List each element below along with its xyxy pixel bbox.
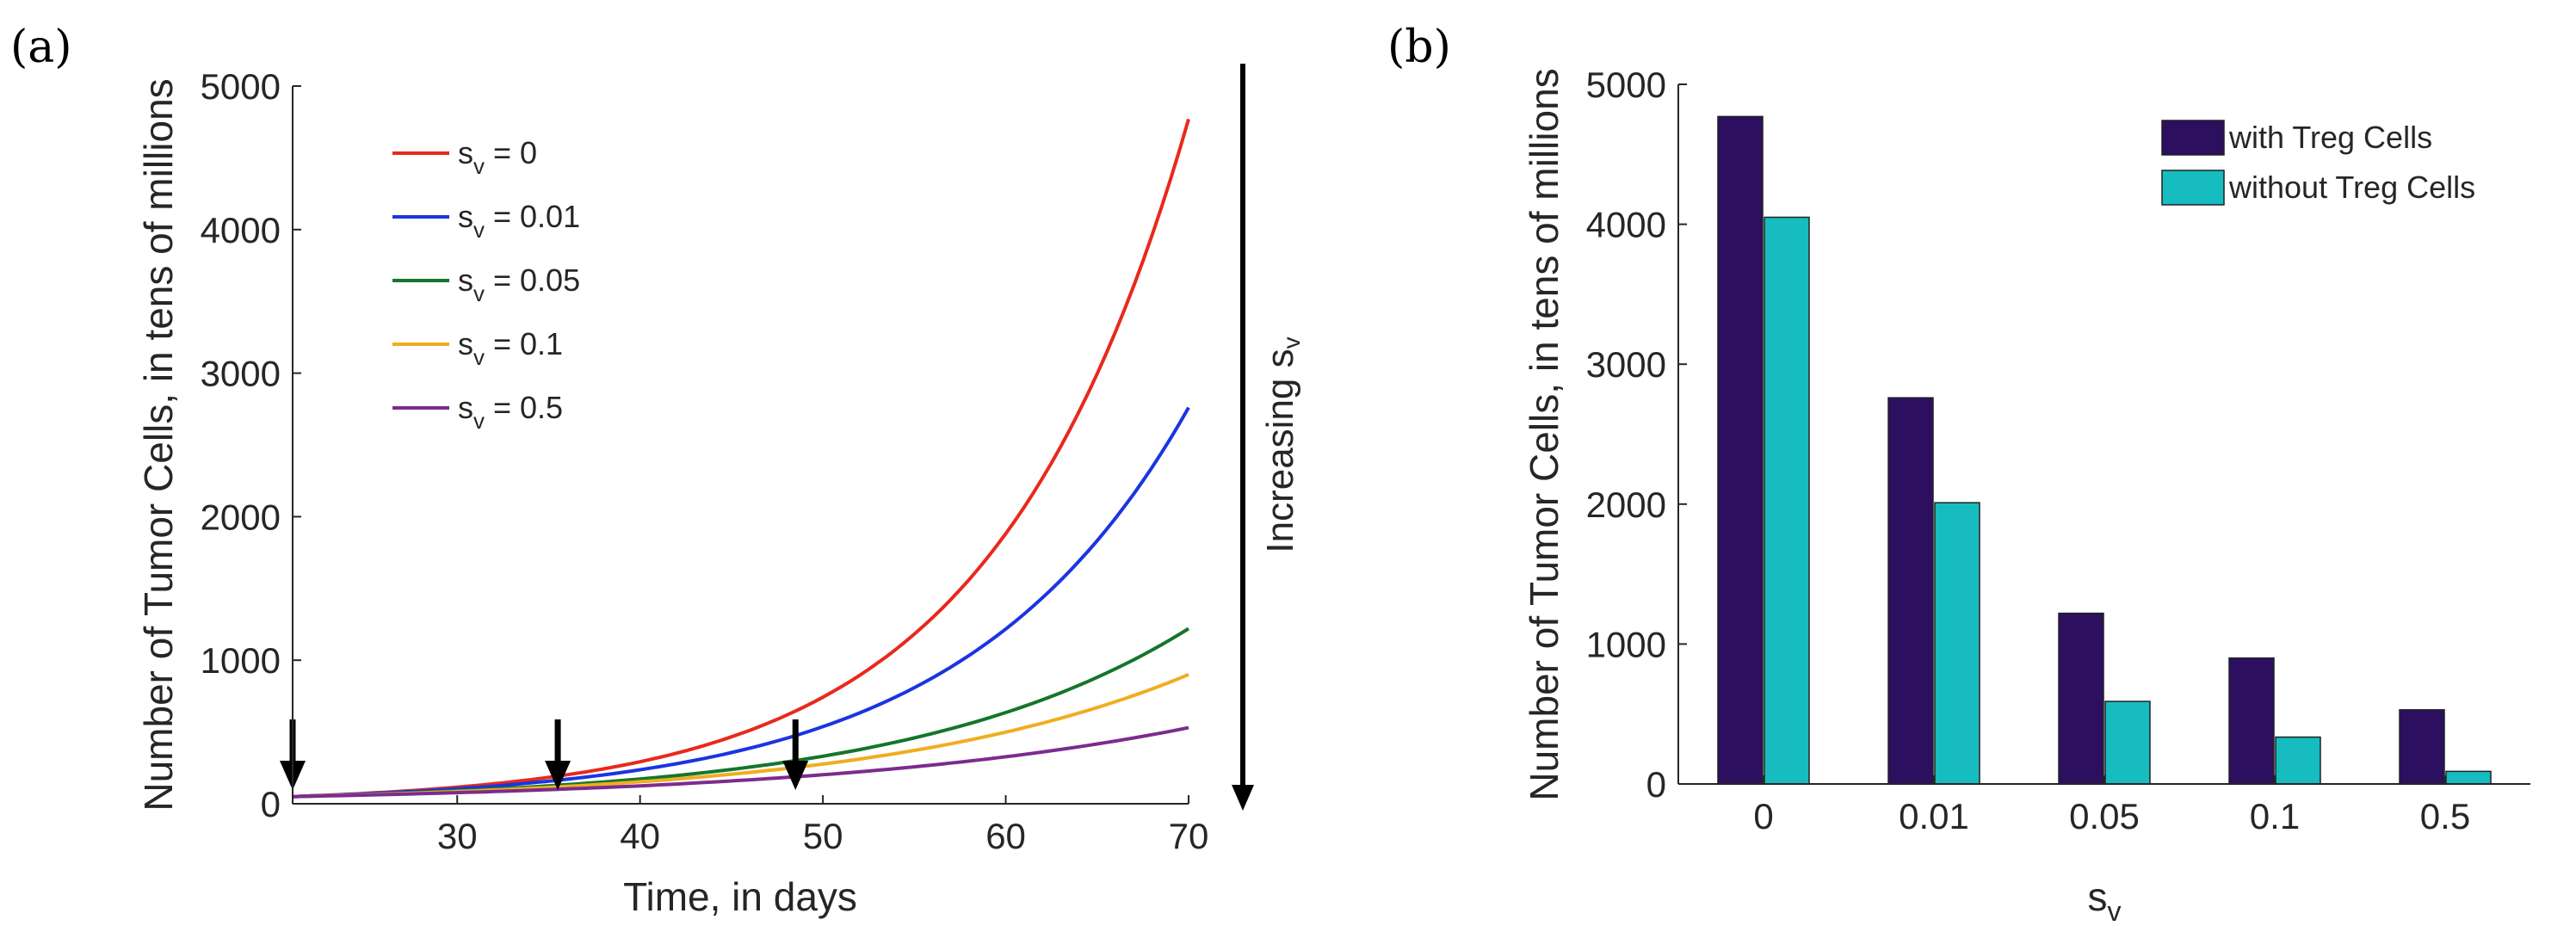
legend-subscript: v — [473, 344, 485, 370]
y-axis-ticks-b: 0 1000 2000 3000 4000 5000 — [1586, 65, 1687, 805]
y-tick-label-a: 1000 — [201, 640, 281, 681]
y-tick-label-a: 5000 — [201, 66, 281, 107]
x-tick-label-a: 40 — [620, 816, 660, 856]
legend-value: = 0.1 — [485, 326, 563, 361]
legend-entry-a: sv = 0 — [458, 135, 537, 179]
y-tick-label-b: 5000 — [1586, 65, 1666, 105]
legend-entry-a: sv = 0.1 — [458, 326, 563, 370]
y-axis-ticks-a: 0 1000 2000 3000 4000 5000 — [201, 66, 301, 824]
legend-entry-a: sv = 0.5 — [458, 390, 563, 434]
bar — [1717, 115, 1764, 785]
x-axis-label-b: sv — [2088, 874, 2122, 927]
legend-symbol: s — [458, 199, 473, 234]
legend-label-b: without Treg Cells — [2228, 170, 2475, 205]
bar — [2275, 736, 2321, 785]
panel-label-b: (b) — [1387, 22, 1451, 73]
y-tick-label-b: 0 — [1646, 764, 1666, 805]
x-axis-label-a: Time, in days — [623, 874, 857, 919]
legend-value: = 0.01 — [485, 199, 580, 234]
dose-arrow-head — [545, 761, 571, 790]
legend-label-b: with Treg Cells — [2228, 120, 2432, 155]
bar — [2228, 657, 2275, 785]
legend-subscript: v — [473, 217, 485, 243]
x-tick-label-b: 0.5 — [2420, 796, 2470, 836]
y-tick-label-a: 2000 — [201, 497, 281, 537]
line-chart-tumor-growth: 0 1000 2000 3000 4000 5000 30 40 50 60 70 Number … — [136, 64, 1305, 919]
series-line — [292, 673, 1189, 799]
legend-b: with Treg Cells without Treg Cells — [2161, 120, 2475, 206]
y-tick-label-b: 1000 — [1586, 624, 1666, 664]
series-line — [292, 406, 1190, 799]
legend-value: = 0 — [485, 135, 537, 170]
x-tick-label-b: 0.1 — [2250, 796, 2300, 836]
x-axis-label-b-main: s — [2088, 874, 2108, 919]
bar — [2445, 770, 2492, 785]
bar — [2104, 700, 2151, 785]
x-axis-ticks-a: 30 40 50 60 70 — [437, 795, 1209, 856]
legend-entry-a: sv = 0.05 — [458, 262, 580, 306]
x-tick-label-a: 60 — [985, 816, 1026, 856]
bar — [1764, 216, 1810, 785]
y-tick-label-a: 3000 — [201, 354, 281, 394]
y-tick-label-b: 4000 — [1586, 205, 1666, 245]
increasing-annotation: Increasing sv — [1259, 336, 1305, 552]
bar — [2058, 612, 2104, 785]
legend-swatch-b — [2161, 120, 2225, 156]
x-tick-label-b: 0.01 — [1899, 796, 1969, 836]
bar-chart-treg-comparison: 0 1000 2000 3000 4000 5000 0 0.01 0.05 0.1 0.5 Nu… — [1522, 65, 2530, 927]
bar — [1887, 397, 1934, 785]
legend-value: = 0.05 — [485, 262, 580, 298]
legend-subscript: v — [473, 408, 485, 434]
y-axis-label-a: Number of Tumor Cells, in tens of millio… — [136, 78, 181, 811]
series-line — [292, 626, 1190, 799]
x-tick-label-b: 0.05 — [2069, 796, 2140, 836]
bar — [2399, 709, 2445, 785]
legend-symbol: s — [458, 326, 473, 361]
y-tick-label-a: 4000 — [201, 210, 281, 250]
panel-label-a: (a) — [10, 22, 72, 73]
x-tick-label-a: 70 — [1169, 816, 1209, 856]
legend-symbol: s — [458, 135, 473, 170]
series-lines — [292, 118, 1190, 799]
legend-swatch-b — [2161, 170, 2225, 206]
y-tick-label-a: 0 — [261, 784, 281, 824]
increasing-annotation-text: Increasing s — [1259, 349, 1301, 552]
bar — [1934, 502, 1980, 785]
dose-arrow-head — [782, 761, 809, 790]
y-tick-label-b: 3000 — [1586, 344, 1666, 385]
y-tick-label-b: 2000 — [1586, 484, 1666, 525]
legend-symbol: s — [458, 262, 473, 298]
series-line — [292, 725, 1189, 799]
legend-subscript: v — [473, 281, 485, 306]
x-axis-label-b-sub: v — [2108, 896, 2122, 927]
x-tick-label-a: 30 — [437, 816, 478, 856]
x-tick-label-b: 0 — [1753, 796, 1773, 836]
legend-value: = 0.5 — [485, 390, 563, 425]
legend-symbol: s — [458, 390, 473, 425]
bars — [1717, 115, 2492, 785]
y-axis-label-b: Number of Tumor Cells, in tens of millio… — [1522, 68, 1566, 800]
increasing-annotation-sub: v — [1278, 336, 1305, 349]
x-axis-ticks-b: 0 0.01 0.05 0.1 0.5 — [1753, 775, 2470, 836]
increasing-arrow-head — [1232, 785, 1254, 811]
legend-entry-a: sv = 0.01 — [458, 199, 580, 243]
legend-subscript: v — [473, 153, 485, 179]
x-tick-label-a: 50 — [803, 816, 843, 856]
